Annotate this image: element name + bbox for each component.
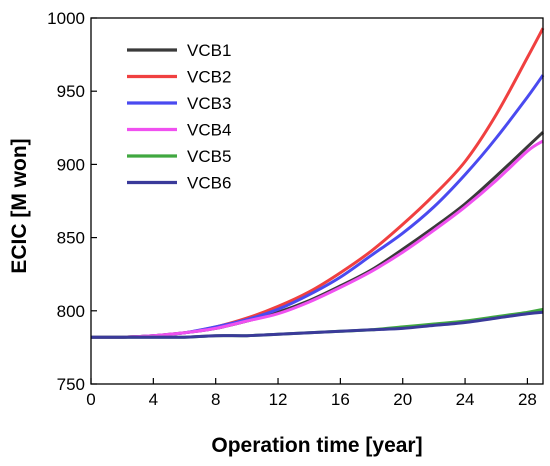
series-line-vcb4 xyxy=(90,139,544,339)
series-line-vcb6 xyxy=(91,310,544,339)
x-axis-title: Operation time [year] xyxy=(211,434,422,457)
legend-label: VCB4 xyxy=(187,121,231,140)
legend-label: VCB1 xyxy=(187,41,231,60)
axis-ticks: 0 4 8 12 16 20 24 28 750 800 850 900 950 1000 xyxy=(47,9,537,409)
x-tick-label: 12 xyxy=(269,390,288,409)
series-lines xyxy=(90,27,545,339)
y-tick-label: 750 xyxy=(57,375,85,394)
y-tick-label: 850 xyxy=(57,229,85,248)
x-tick-label: 24 xyxy=(456,390,475,409)
legend: VCB1 VCB2 VCB3 VCB4 VCB5 VCB6 xyxy=(127,41,231,193)
x-tick-label: 8 xyxy=(211,390,220,409)
y-tick-label: 900 xyxy=(57,155,85,174)
x-tick-label: 4 xyxy=(149,390,158,409)
y-tick-label: 1000 xyxy=(47,9,85,28)
plot-frame xyxy=(90,17,544,385)
legend-label: VCB6 xyxy=(187,174,231,193)
y-tick-label: 800 xyxy=(57,302,85,321)
y-tick-label: 950 xyxy=(57,82,85,101)
legend-label: VCB2 xyxy=(187,68,231,87)
legend-label: VCB3 xyxy=(187,94,231,113)
x-tick-label: 0 xyxy=(86,390,95,409)
x-tick-label: 28 xyxy=(518,390,537,409)
x-tick-label: 20 xyxy=(393,390,412,409)
y-axis-title: ECIC [M won] xyxy=(8,138,31,273)
legend-label: VCB5 xyxy=(187,147,231,166)
x-tick-label: 16 xyxy=(331,390,350,409)
